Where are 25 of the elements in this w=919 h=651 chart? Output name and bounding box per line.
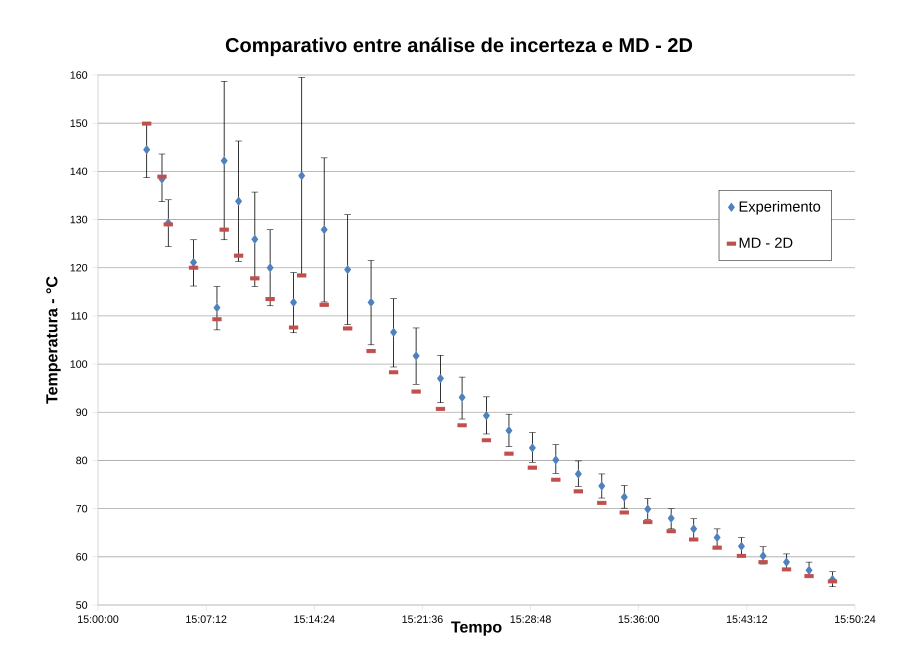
y-tick-label: 60 — [76, 553, 88, 561]
x-tick-label: 15:14:24 — [294, 615, 335, 623]
chart-title: Comparativo entre análise de incerteza e MD - 2D — [226, 37, 692, 56]
legend-label: MD - 2D — [740, 238, 792, 248]
y-tick-label: 160 — [70, 71, 88, 79]
y-tick-label: 110 — [71, 312, 88, 320]
x-tick-label: 15:21:36 — [402, 615, 443, 623]
y-axis-title: Temperatura - °C — [46, 276, 61, 404]
x-tick-label: 15:07:12 — [186, 615, 226, 623]
y-tick-label: 140 — [70, 168, 88, 176]
y-tick-label: 50 — [76, 601, 88, 609]
y-tick-label: 80 — [76, 456, 88, 464]
y-tick-label: 130 — [70, 216, 88, 224]
y-tick-label: 120 — [70, 264, 88, 272]
y-tick-label: 150 — [70, 119, 88, 127]
x-tick-label: 15:43:12 — [726, 615, 768, 623]
x-tick-label: 15:00:00 — [78, 615, 118, 623]
y-tick-label: 100 — [70, 360, 88, 368]
y-tick-label: 90 — [76, 408, 88, 416]
x-tick-label: 15:28:48 — [510, 615, 551, 623]
legend-label: Experimento — [740, 200, 820, 215]
x-axis-title: Tempo — [451, 621, 502, 636]
y-tick-label: 70 — [76, 504, 88, 512]
x-tick-label: 15:50:24 — [835, 615, 876, 623]
x-tick-label: 15:36:00 — [618, 615, 660, 623]
